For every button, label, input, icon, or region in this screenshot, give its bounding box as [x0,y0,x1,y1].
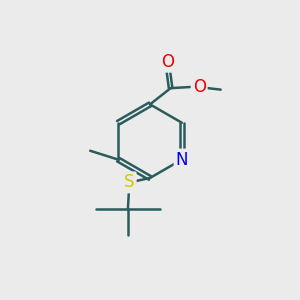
Text: O: O [161,53,174,71]
Text: N: N [176,151,188,169]
Text: O: O [193,78,206,96]
Text: S: S [124,173,135,191]
